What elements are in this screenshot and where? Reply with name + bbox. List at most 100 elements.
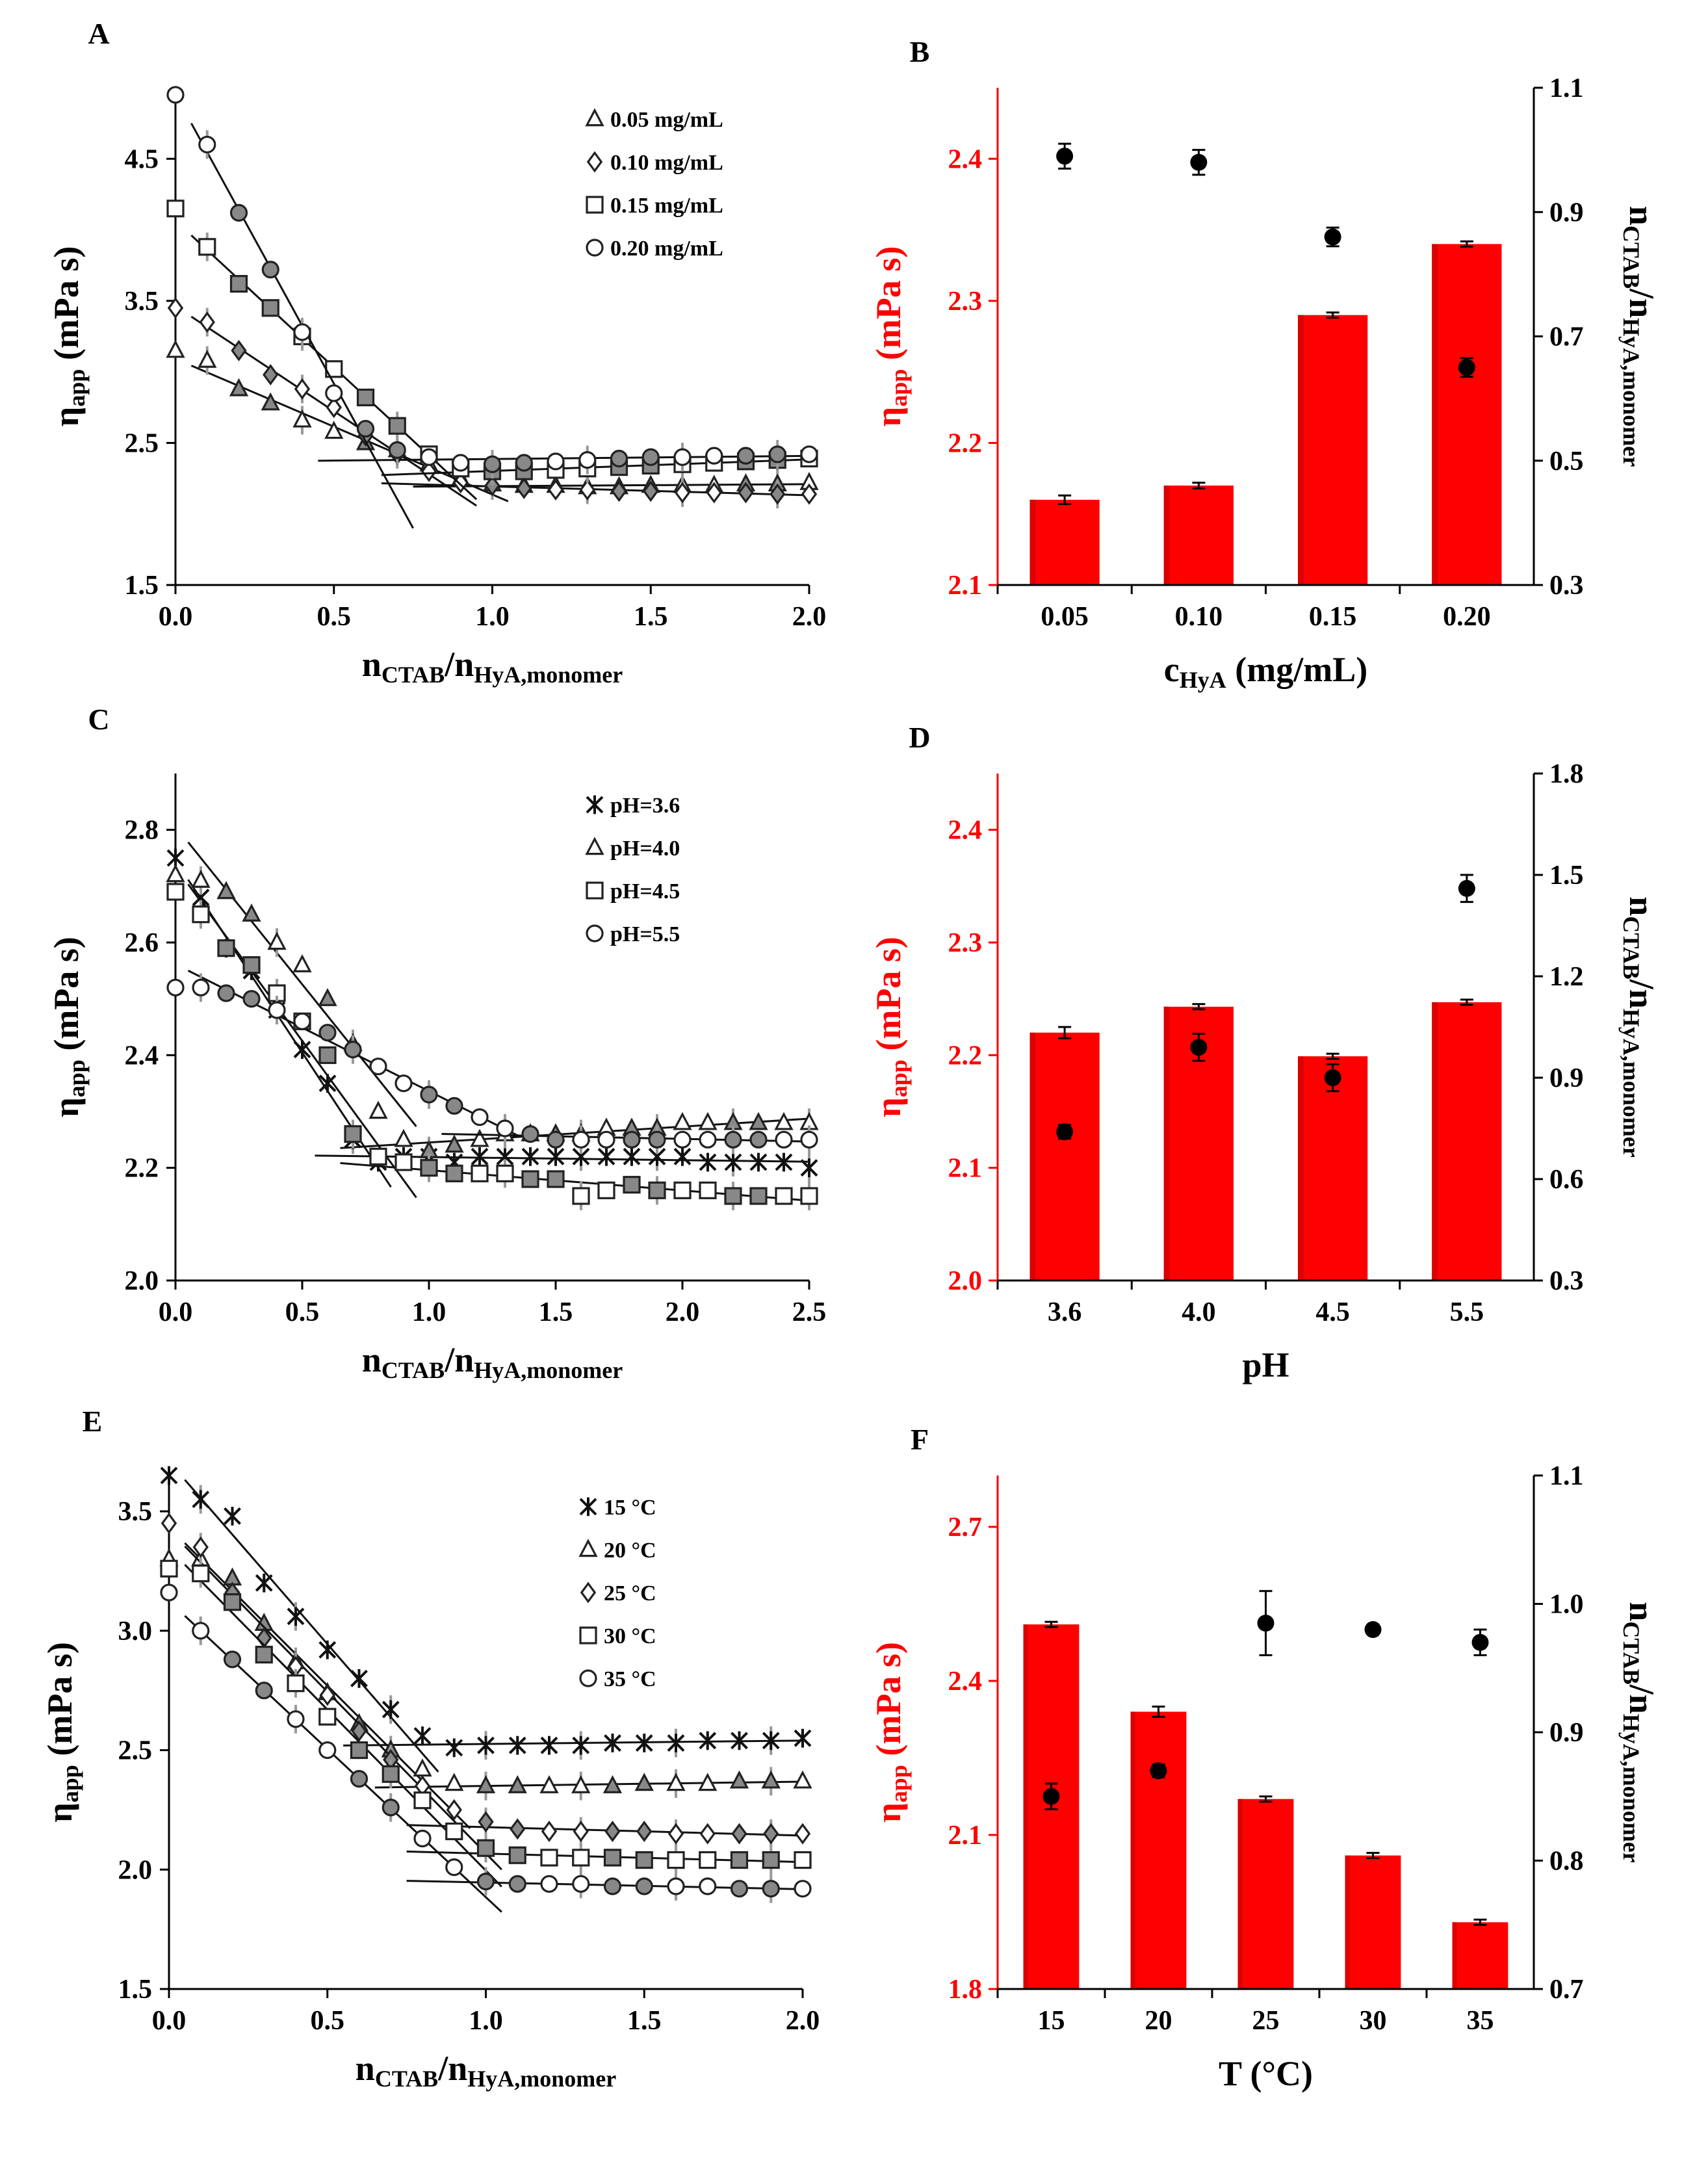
- data-point: [699, 1152, 717, 1172]
- legend-marker: [586, 795, 604, 814]
- data-point: [794, 1728, 812, 1748]
- category-label: 0.10: [1175, 602, 1223, 632]
- axis-title-part: η: [869, 407, 908, 427]
- y-tick-label: 1.5: [125, 571, 159, 601]
- data-point: [572, 1130, 590, 1149]
- x-axis-title: cHyA (mg/mL): [1164, 650, 1367, 693]
- axis-title-part: η: [869, 1097, 908, 1117]
- bar-shade: [1298, 1056, 1304, 1280]
- panel-a: 0.0 0.5 1.0 1.5 2.01.52.53.54.5A0.05 mg/mL0.…: [88, 17, 826, 632]
- axis-title-part: (mPa s): [47, 246, 86, 369]
- axis-title-part: HyA,monomer: [1618, 318, 1644, 467]
- data-point: [636, 1820, 653, 1842]
- data-point: [635, 1851, 653, 1869]
- y-axis-title: ηapp (mPa s): [40, 1642, 83, 1823]
- data-point: [261, 299, 279, 317]
- data-point: [255, 1645, 273, 1664]
- y-tick-label: 2.0: [948, 1266, 983, 1296]
- data-point: [413, 1829, 432, 1848]
- data-point: [350, 1770, 369, 1788]
- y-tick-label: 2.4: [948, 816, 983, 846]
- data-point: [597, 1147, 615, 1166]
- y-tick-label: 2.3: [948, 287, 983, 317]
- bar: [1452, 1922, 1508, 1989]
- data-point: [356, 419, 375, 438]
- x-tick-label: 1.0: [475, 602, 510, 632]
- data-point: [667, 1851, 685, 1869]
- legend-label: pH=5.5: [610, 922, 680, 946]
- data-point: [483, 455, 502, 473]
- y2-tick-label: 0.7: [1549, 1975, 1584, 2005]
- data-point: [217, 984, 235, 1002]
- legend: 15 °C 20 °C 25 °C 30 °C 35 °C: [578, 1496, 656, 1691]
- data-point: [762, 1880, 780, 1898]
- series-3: [166, 883, 818, 1210]
- x-tick-label: 1.0: [469, 2006, 503, 2036]
- y2-tick-label: 1.2: [1549, 962, 1584, 992]
- x-tick-label: 1.5: [539, 1297, 573, 1327]
- data-point: [794, 1851, 812, 1869]
- axis-title-part: n: [1622, 206, 1661, 226]
- axis-title-part: /n: [1622, 1684, 1661, 1714]
- data-point: [388, 441, 406, 459]
- y-tick-label: 2.4: [948, 144, 983, 174]
- axis-title-part: pH: [1242, 1346, 1289, 1384]
- data-point: [547, 452, 565, 471]
- x-tick-label: 1.5: [627, 2006, 662, 2036]
- x-axis-title: T (°C): [1219, 2054, 1313, 2093]
- category-label: 4.0: [1182, 1297, 1216, 1327]
- data-point: [216, 881, 236, 900]
- secondary-point: [1190, 1039, 1208, 1056]
- data-point: [229, 275, 248, 293]
- data-point: [521, 1125, 539, 1143]
- data-point: [800, 1130, 818, 1149]
- bar: [1029, 499, 1100, 585]
- axis-title-part: CTAB: [1618, 1621, 1644, 1684]
- y-tick-label: 2.2: [948, 428, 983, 458]
- secondary-point: [1056, 148, 1074, 165]
- data-point: [699, 1731, 717, 1750]
- y-tick-label: 2.2: [948, 1041, 983, 1071]
- data-point: [604, 1734, 621, 1752]
- data-point: [420, 448, 438, 466]
- legend-label: 0.15 mg/mL: [610, 194, 723, 218]
- data-point: [667, 1877, 685, 1895]
- data-point: [547, 1130, 565, 1149]
- axis-title-part: η: [47, 407, 86, 427]
- data-point: [166, 339, 185, 358]
- y-tick-label: 2.0: [118, 1855, 153, 1885]
- data-point: [325, 384, 343, 402]
- axis-title-part: n: [362, 1340, 382, 1379]
- data-point: [515, 454, 533, 472]
- data-point: [705, 447, 723, 465]
- data-point: [166, 978, 185, 996]
- bar-shade: [1432, 1002, 1438, 1280]
- data-point: [395, 1153, 413, 1171]
- data-point: [382, 1700, 400, 1719]
- data-point: [762, 1851, 780, 1869]
- data-point: [445, 1773, 464, 1791]
- data-point: [496, 1164, 514, 1182]
- x-tick-label: 0.0: [152, 2006, 187, 2036]
- data-point: [749, 1152, 768, 1172]
- axis-title-part: c: [1164, 650, 1180, 689]
- bar-shade: [1163, 486, 1170, 585]
- data-point: [724, 1152, 742, 1172]
- data-point: [231, 339, 247, 361]
- series-1: [160, 1466, 812, 1773]
- legend-label: 25 °C: [604, 1581, 656, 1606]
- y-axis-title: ηapp (mPa s): [869, 246, 912, 427]
- bar: [1432, 244, 1502, 585]
- data-point: [763, 1823, 779, 1845]
- data-point: [673, 1112, 692, 1130]
- data-point: [350, 1741, 369, 1760]
- data-point: [166, 883, 185, 901]
- data-point: [318, 1708, 337, 1726]
- data-point: [413, 1758, 432, 1777]
- axis-title-part: n: [362, 645, 382, 684]
- legend-marker: [579, 1669, 597, 1687]
- fit-line: [343, 1739, 803, 1747]
- y2-axis-title: nCTAB/nHyA,monomer: [1618, 206, 1661, 467]
- data-point: [198, 135, 216, 154]
- axis-title-part: /n: [444, 645, 474, 684]
